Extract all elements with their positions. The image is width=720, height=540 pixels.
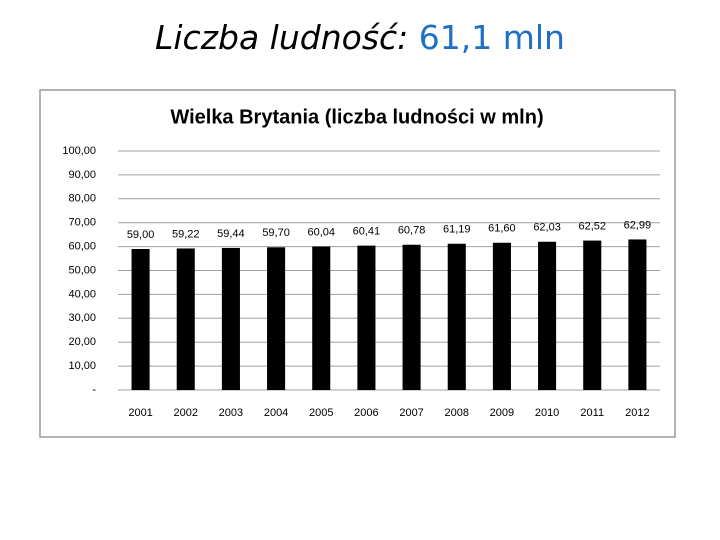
y-tick-label: 60,00 [68,241,96,253]
bar [447,243,466,390]
value-label: 61,60 [488,223,516,235]
y-tick-label: 90,00 [68,169,96,181]
value-label: 59,00 [127,229,155,241]
x-tick-label: 2010 [535,407,559,419]
value-label: 59,44 [217,228,245,240]
value-label: 60,78 [398,225,426,237]
x-tick-label: 2012 [625,407,649,419]
x-tick-label: 2006 [354,407,378,419]
bar [267,247,286,390]
y-tick-label: 40,00 [68,288,96,300]
bar [492,242,511,390]
value-label: 61,19 [443,224,471,236]
slide-title-value: 61,1 mln [418,18,565,57]
slide-title-label: Liczba ludność: [155,18,409,57]
y-tick-label: 70,00 [68,217,96,229]
value-label: 62,52 [578,220,606,232]
x-tick-label: 2007 [399,407,423,419]
value-label: 62,03 [533,222,561,234]
bar [628,239,647,390]
bar [538,241,557,390]
slide-title: Liczba ludność: 61,1 mln [0,18,720,57]
value-label: 60,41 [353,226,381,238]
x-tick-label: 2009 [490,407,514,419]
y-tick-label: 10,00 [68,360,96,372]
x-tick-label: 2001 [128,407,152,419]
value-label: 59,22 [172,228,200,240]
value-label: 59,70 [262,227,290,239]
y-tick-label: - [92,384,96,396]
y-tick-label: 20,00 [68,336,96,348]
x-tick-label: 2004 [264,407,288,419]
chart-title: Wielka Brytania (liczba ludności w mln) [170,106,543,128]
y-tick-label: 80,00 [68,193,96,205]
x-tick-label: 2011 [580,407,604,419]
bar [176,248,195,390]
value-label: 60,04 [307,226,335,238]
x-tick-label: 2008 [445,407,469,419]
bar [357,245,376,390]
y-tick-label: 50,00 [68,264,96,276]
bar [221,247,240,390]
bar [402,244,421,390]
bar [583,240,602,390]
y-tick-label: 30,00 [68,312,96,324]
y-tick-label: 100,00 [62,145,96,157]
value-label: 62,99 [624,219,652,231]
x-tick-label: 2005 [309,407,333,419]
x-tick-label: 2003 [219,407,243,419]
bar [131,248,150,390]
bar [312,246,331,390]
x-tick-label: 2002 [174,407,198,419]
